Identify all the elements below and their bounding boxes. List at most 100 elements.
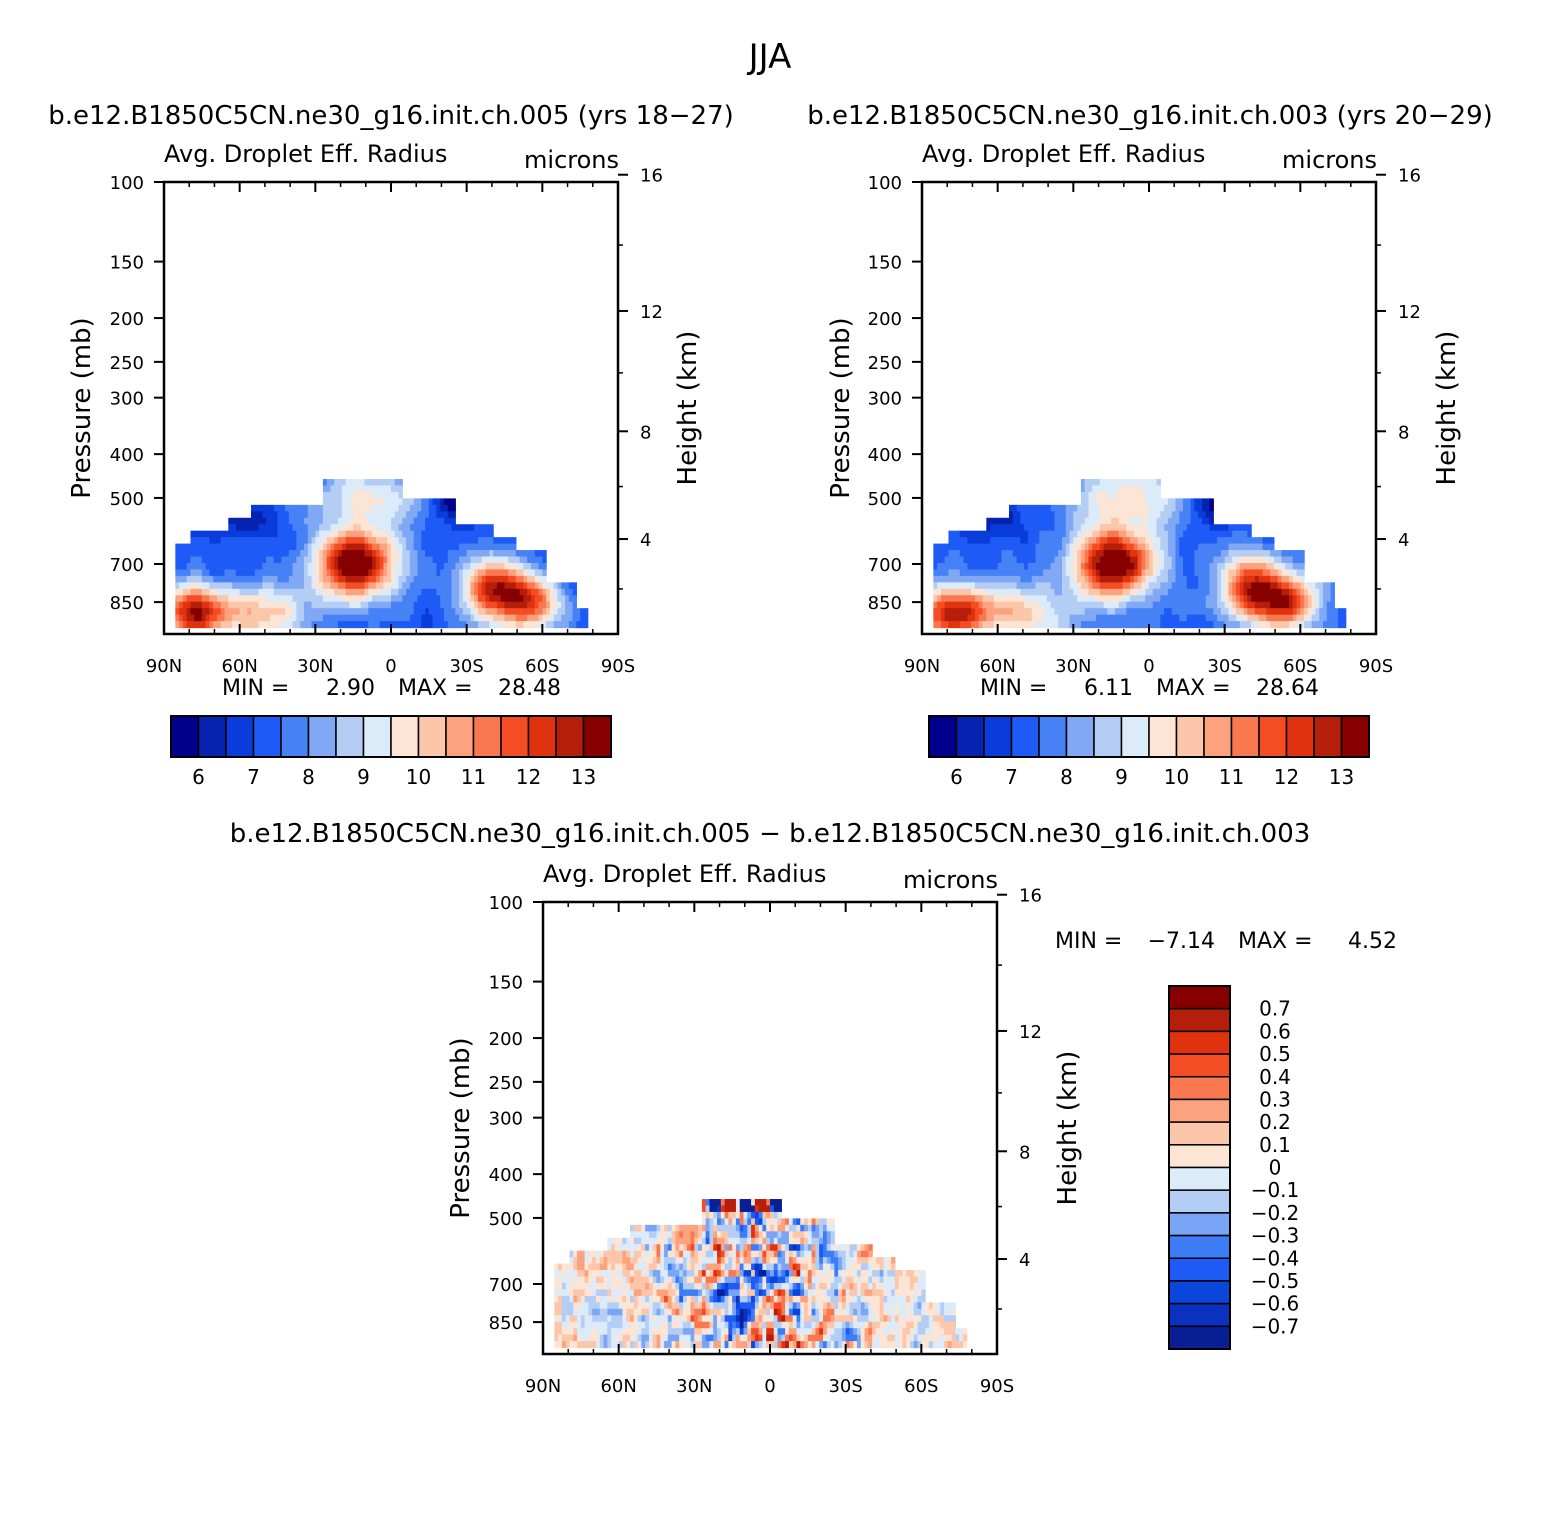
data-cell [1069, 511, 1074, 519]
data-cell [766, 1237, 771, 1245]
data-cell [1096, 504, 1101, 512]
data-cell [633, 1289, 639, 1297]
data-cell [262, 621, 267, 629]
data-cell [251, 550, 256, 558]
data-cell [394, 608, 400, 616]
data-cell [1130, 601, 1135, 609]
data-cell [175, 595, 180, 603]
data-cell [379, 537, 385, 545]
data-cell [485, 601, 490, 609]
data-cell [1073, 569, 1078, 577]
data-cell [1183, 582, 1188, 590]
data-cell [201, 550, 207, 558]
data-cell [1133, 575, 1139, 583]
data-cell [1039, 504, 1044, 512]
data-cell [1292, 601, 1298, 609]
data-cell [1080, 504, 1086, 512]
data-cell [637, 1270, 642, 1278]
data-cell [459, 614, 464, 622]
data-cell [1058, 530, 1063, 538]
data-cell [451, 595, 456, 603]
data-cell [247, 530, 252, 538]
data-cell [690, 1341, 695, 1349]
data-cell [1043, 524, 1048, 532]
data-cell [667, 1341, 673, 1349]
data-cell [1164, 588, 1169, 596]
data-cell [247, 524, 252, 532]
data-cell [375, 601, 381, 609]
data-cell [322, 569, 328, 577]
data-cell [940, 575, 946, 583]
data-cell [443, 511, 449, 519]
data-cell [1080, 595, 1086, 603]
data-cell [1186, 614, 1192, 622]
data-cell [519, 621, 525, 629]
data-cell [406, 550, 411, 558]
data-cell [754, 1263, 760, 1271]
data-cell [455, 537, 460, 545]
data-cell [990, 524, 995, 532]
data-cell [1126, 595, 1131, 603]
data-cell [406, 608, 411, 616]
data-cell [1046, 595, 1052, 603]
data-cell [1084, 621, 1090, 629]
data-cell [1050, 524, 1056, 532]
data-cell [993, 588, 999, 596]
data-cell [470, 569, 475, 577]
data-cell [1016, 562, 1021, 571]
data-cell [319, 511, 324, 519]
data-cell [933, 595, 938, 603]
data-cell [747, 1321, 752, 1329]
data-cell [356, 511, 362, 519]
data-cell [1247, 550, 1252, 558]
data-cell [618, 1237, 624, 1245]
data-cell [1270, 543, 1275, 551]
data-cell [232, 562, 237, 571]
data-cell [341, 537, 347, 545]
data-cell [1175, 498, 1180, 506]
data-cell [633, 1237, 639, 1245]
data-cell [489, 575, 494, 583]
data-cell [664, 1276, 669, 1284]
data-cell [751, 1199, 756, 1207]
data-cell [1009, 562, 1014, 571]
data-cell [239, 562, 245, 571]
data-cell [1213, 588, 1218, 596]
data-cell [990, 582, 995, 590]
data-cell [273, 575, 279, 583]
data-cell [1183, 614, 1188, 622]
data-cell [1141, 504, 1146, 512]
data-cell [1307, 621, 1313, 629]
data-cell [1201, 511, 1207, 519]
data-cell [379, 588, 385, 596]
data-cell [1236, 582, 1241, 590]
data-cell [417, 575, 422, 583]
data-cell [228, 608, 233, 616]
data-cell [330, 569, 335, 577]
data-cell [1061, 504, 1067, 512]
data-cell [220, 608, 226, 616]
data-cell [1058, 550, 1063, 558]
data-cell [1251, 621, 1256, 629]
data-cell [743, 1224, 748, 1232]
data-cell [1084, 588, 1090, 596]
data-cell [519, 614, 525, 622]
data-cell [554, 1315, 559, 1323]
data-cell [565, 1282, 571, 1291]
data-cell [1069, 550, 1074, 558]
data-cell [474, 530, 479, 538]
data-cell [572, 582, 577, 590]
data-cell [766, 1289, 771, 1297]
data-cell [709, 1315, 714, 1323]
data-cell [1198, 588, 1203, 596]
data-cell [269, 582, 275, 590]
data-cell [743, 1211, 748, 1219]
data-cell [341, 562, 347, 571]
data-cell [349, 485, 354, 493]
data-cell [1209, 575, 1214, 583]
data-cell [1130, 530, 1135, 538]
data-cell [660, 1224, 665, 1232]
data-cell [1069, 614, 1074, 622]
data-cell [368, 511, 373, 519]
data-cell [675, 1334, 680, 1342]
